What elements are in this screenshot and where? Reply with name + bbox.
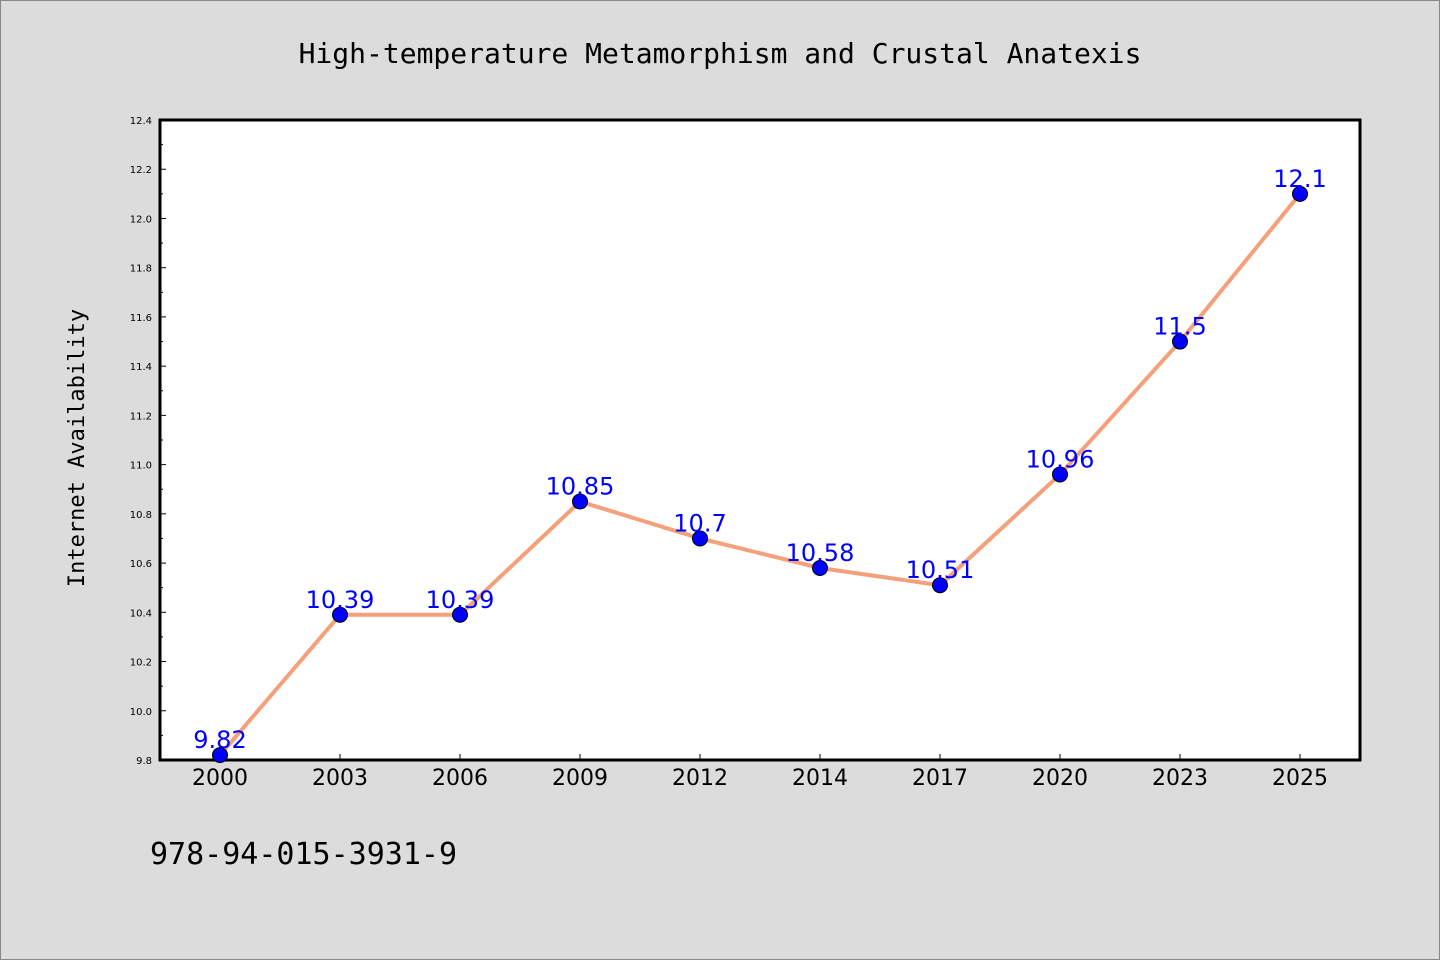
footnote-code: 978-94-015-3931-9 <box>150 837 457 872</box>
data-point <box>332 606 348 623</box>
data-point <box>812 560 828 576</box>
y-tick-label: 12.4 <box>130 116 152 127</box>
x-tick-label: 2025 <box>1272 766 1328 791</box>
data-point <box>572 493 588 510</box>
x-tick-label: 2023 <box>1152 766 1208 791</box>
y-tick-label: 11.6 <box>130 313 152 324</box>
data-label: 10.39 <box>306 586 375 614</box>
x-tick-label: 2012 <box>672 766 728 791</box>
x-tick-label: 2009 <box>552 766 608 791</box>
x-axis: 2000 2003 2006 2009 2012 2014 2017 2020 2023 2025 <box>192 754 1328 791</box>
x-tick-label: 2017 <box>912 766 968 791</box>
data-point <box>692 530 708 547</box>
data-label: 12.1 <box>1273 165 1326 193</box>
x-tick-label: 2020 <box>1032 766 1088 791</box>
data-label: 10.7 <box>673 509 726 537</box>
x-tick-label: 2000 <box>192 766 248 791</box>
y-axis-label: Internet Availability <box>65 309 90 587</box>
x-tick-label: 2014 <box>792 766 848 791</box>
data-point <box>932 577 948 594</box>
plot-area <box>158 118 1362 762</box>
data-label: 10.51 <box>906 556 975 584</box>
y-tick-label: 10.0 <box>130 707 152 718</box>
data-label: 10.96 <box>1026 445 1095 473</box>
data-point <box>1292 185 1308 202</box>
data-label: 10.58 <box>786 539 855 567</box>
y-tick-label: 9.8 <box>136 756 152 767</box>
data-labels: 9.82 10.39 10.39 10.85 10.7 10.58 10.51 10.96 11… <box>193 165 1326 754</box>
y-tick-label: 12.2 <box>130 165 152 176</box>
data-label: 11.5 <box>1153 313 1206 341</box>
data-point <box>452 606 468 623</box>
data-label: 10.85 <box>546 473 615 501</box>
y-tick-label: 10.8 <box>130 510 152 521</box>
y-tick-label: 11.4 <box>130 362 152 373</box>
y-axis: 9.8 10.0 10.2 10.4 10.6 10.8 11.0 11.2 11.4 11.6 1… <box>130 116 166 767</box>
y-tick-label: 12.0 <box>130 214 152 225</box>
data-point <box>1172 333 1188 350</box>
data-point <box>212 747 228 764</box>
x-tick-label: 2006 <box>432 766 488 791</box>
y-tick-label: 11.2 <box>130 411 152 422</box>
y-tick-label: 10.4 <box>130 608 152 619</box>
data-label: 10.39 <box>426 586 495 614</box>
y-tick-label: 10.2 <box>130 658 152 669</box>
y-tick-label: 10.6 <box>130 559 152 570</box>
data-label: 9.82 <box>193 726 246 754</box>
data-point <box>1052 466 1068 483</box>
chart-title: High-temperature Metamorphism and Crusta… <box>299 37 1142 70</box>
y-tick-label: 11.8 <box>130 264 152 275</box>
series-markers <box>212 185 1308 764</box>
y-tick-label: 11.0 <box>130 461 152 472</box>
series-line <box>218 192 1302 757</box>
x-tick-label: 2003 <box>312 766 368 791</box>
